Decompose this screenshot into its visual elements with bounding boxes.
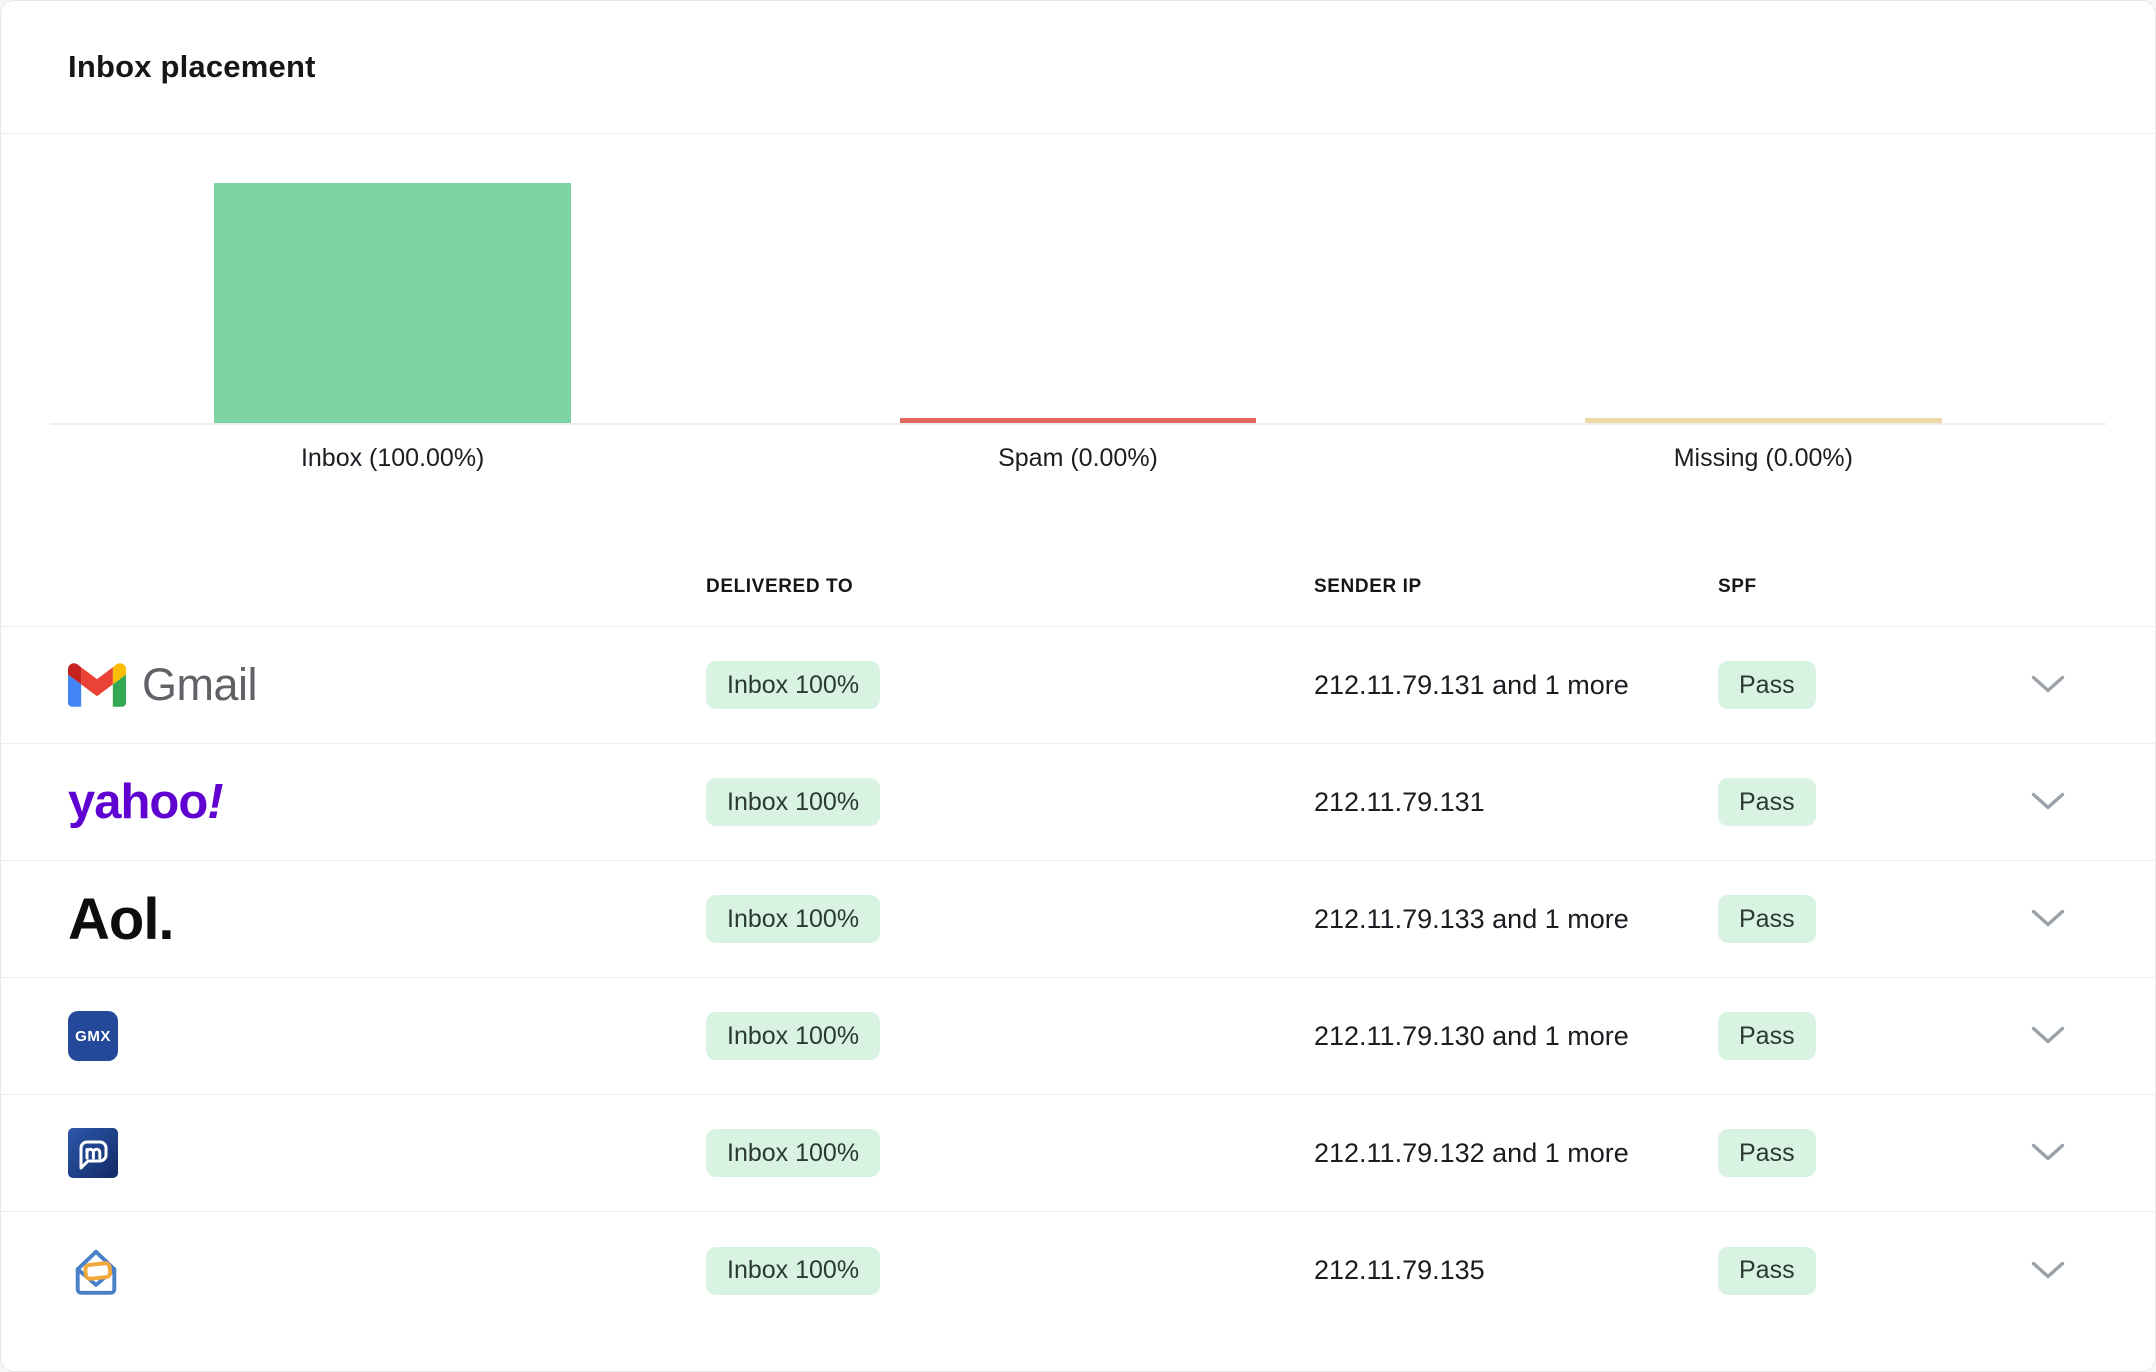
gmx-logo: GMX [68, 1011, 706, 1061]
zoho-mail-envelope-icon [68, 1244, 124, 1298]
table-row-mailcom[interactable]: Inbox 100% 212.11.79.132 and 1 more Pass [1, 1095, 2155, 1212]
aol-wordmark: Aol. [68, 886, 174, 953]
delivered-badge: Inbox 100% [706, 1129, 880, 1177]
sender-ip: 212.11.79.131 [1314, 787, 1718, 818]
sender-ip: 212.11.79.132 and 1 more [1314, 1138, 1718, 1169]
aol-logo: Aol. [68, 886, 706, 953]
gmail-wordmark: Gmail [142, 659, 257, 711]
column-header-delivered-to: DELIVERED TO [706, 576, 1314, 598]
inbox-placement-card: Inbox placement Inbox (100.00%) Spam (0.… [0, 0, 2156, 1372]
delivered-badge: Inbox 100% [706, 895, 880, 943]
spf-badge: Pass [1718, 778, 1816, 826]
chart-plot-area [50, 183, 2106, 425]
sender-ip: 212.11.79.135 [1314, 1255, 1718, 1286]
spf-badge: Pass [1718, 661, 1816, 709]
inbox-bar-label: Inbox (100.00%) [50, 441, 735, 475]
gmail-logo: Gmail [68, 659, 706, 711]
gmx-icon: GMX [68, 1011, 118, 1061]
spf-badge: Pass [1718, 895, 1816, 943]
delivered-badge: Inbox 100% [706, 778, 880, 826]
chevron-down-icon[interactable] [2031, 1026, 2065, 1046]
mailcom-icon [68, 1128, 118, 1178]
yahoo-exclamation: ! [207, 775, 222, 829]
chevron-down-icon[interactable] [2031, 909, 2065, 929]
yahoo-wordmark: yahoo [68, 775, 207, 829]
chevron-down-icon[interactable] [2031, 792, 2065, 812]
missing-bar [1585, 418, 1941, 423]
table-row-yahoo[interactable]: yahoo! Inbox 100% 212.11.79.131 Pass [1, 744, 2155, 861]
spf-badge: Pass [1718, 1012, 1816, 1060]
table-header-row: DELIVERED TO SENDER IP SPF [1, 475, 2155, 627]
table-row-gmx[interactable]: GMX Inbox 100% 212.11.79.130 and 1 more … [1, 978, 2155, 1095]
spf-badge: Pass [1718, 1129, 1816, 1177]
spam-bar-label: Spam (0.00%) [735, 441, 1420, 475]
table-row-gmail[interactable]: Gmail Inbox 100% 212.11.79.131 and 1 mor… [1, 627, 2155, 744]
inbox-bar [214, 183, 570, 423]
gmail-icon [68, 663, 126, 707]
chart-labels: Inbox (100.00%) Spam (0.00%) Missing (0.… [50, 441, 2106, 475]
chevron-down-icon[interactable] [2031, 1261, 2065, 1281]
yahoo-logo: yahoo! [68, 774, 706, 830]
missing-bar-label: Missing (0.00%) [1421, 441, 2106, 475]
column-header-sender-ip: SENDER IP [1314, 576, 1718, 598]
delivered-badge: Inbox 100% [706, 1012, 880, 1060]
zoho-mail-logo [68, 1244, 706, 1298]
chevron-down-icon[interactable] [2031, 1143, 2065, 1163]
spam-bar [900, 418, 1256, 423]
sender-ip: 212.11.79.130 and 1 more [1314, 1021, 1718, 1052]
delivered-badge: Inbox 100% [706, 661, 880, 709]
provider-table: Gmail Inbox 100% 212.11.79.131 and 1 mor… [1, 627, 2155, 1329]
gmx-wordmark: GMX [75, 1028, 111, 1045]
mailcom-logo [68, 1128, 706, 1178]
page-title: Inbox placement [68, 49, 316, 85]
chevron-down-icon[interactable] [2031, 675, 2065, 695]
column-header-spf: SPF [1718, 576, 2005, 598]
spf-badge: Pass [1718, 1247, 1816, 1295]
sender-ip: 212.11.79.131 and 1 more [1314, 670, 1718, 701]
placement-bar-chart: Inbox (100.00%) Spam (0.00%) Missing (0.… [1, 183, 2155, 475]
sender-ip: 212.11.79.133 and 1 more [1314, 904, 1718, 935]
table-row-zoho[interactable]: Inbox 100% 212.11.79.135 Pass [1, 1212, 2155, 1329]
card-header: Inbox placement [1, 1, 2155, 134]
table-row-aol[interactable]: Aol. Inbox 100% 212.11.79.133 and 1 more… [1, 861, 2155, 978]
delivered-badge: Inbox 100% [706, 1247, 880, 1295]
